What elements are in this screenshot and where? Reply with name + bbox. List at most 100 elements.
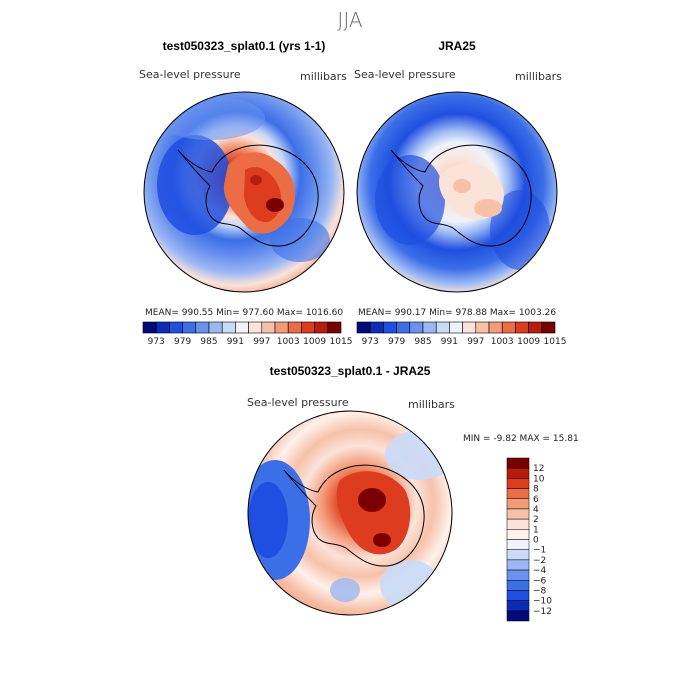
colorbar-swatch: [301, 321, 315, 334]
colorbar-swatch: [462, 321, 477, 334]
colorbar-swatch: [515, 321, 529, 334]
obs-colorbar: 973 979 985 991 997 1003 1009 1015: [356, 321, 567, 347]
colorbar-swatch: [142, 321, 157, 334]
model-variable-label: Sea-level pressure: [139, 68, 241, 81]
colorbar-swatch: [169, 321, 183, 334]
colorbar-swatch: [435, 321, 450, 334]
colorbar-swatch: [383, 321, 397, 334]
colorbar-swatch: [506, 590, 530, 601]
colorbar-tick-label: 1009: [303, 337, 326, 347]
colorbar-swatch: [541, 321, 556, 334]
colorbar-tick-label: −1: [533, 546, 546, 556]
diff-map-border: [247, 410, 453, 616]
colorbar-swatch: [422, 321, 437, 334]
colorbar-tick-label: 991: [227, 337, 244, 347]
colorbar-swatch: [261, 321, 276, 334]
colorbar-tick-label: 1003: [277, 337, 300, 347]
colorbar-tick-label: 985: [414, 337, 431, 347]
colorbar-tick-label: 8: [533, 485, 539, 495]
diff-stats: MIN = -9.82 MAX = 15.81: [463, 434, 579, 444]
colorbar-swatch: [235, 321, 249, 334]
obs-variable-label: Sea-level pressure: [354, 68, 456, 81]
colorbar-swatch: [506, 478, 530, 489]
diff-panel-title: test050323_splat0.1 - JRA25: [270, 364, 431, 378]
colorbar-swatch: [506, 508, 530, 520]
colorbar-swatch: [369, 321, 384, 334]
obs-map: [357, 92, 557, 292]
model-units-label: millibars: [300, 70, 347, 83]
obs-panel-title: JRA25: [438, 39, 476, 53]
colorbar-tick-label: 1: [533, 525, 539, 535]
colorbar-swatch: [506, 580, 530, 591]
model-stats: MEAN= 990.55 Min= 977.60 Max= 1016.60: [145, 308, 343, 318]
colorbar-swatch: [506, 467, 530, 479]
colorbar-swatch: [528, 321, 543, 334]
colorbar-swatch: [449, 321, 463, 334]
colorbar-tick-label: 10: [533, 474, 545, 484]
colorbar-tick-label: 4: [533, 505, 539, 515]
colorbar-tick-label: 997: [253, 337, 270, 347]
obs-map-border: [356, 91, 558, 293]
colorbar-swatch: [506, 539, 530, 550]
colorbar-tick-label: 979: [388, 337, 405, 347]
colorbar-swatch: [506, 457, 530, 469]
colorbar-swatch: [248, 321, 263, 334]
colorbar-swatch: [314, 321, 329, 334]
colorbar-tick-label: 991: [441, 337, 458, 347]
colorbar-tick-label: −8: [533, 586, 547, 596]
colorbar-tick-label: 0: [533, 536, 539, 546]
colorbar-tick-label: −6: [533, 576, 547, 586]
colorbar-tick-label: −12: [533, 607, 552, 617]
colorbar-swatch: [274, 321, 289, 334]
colorbar-swatch: [475, 321, 490, 334]
colorbar-tick-label: 1009: [517, 337, 540, 347]
colorbar-swatch: [208, 321, 223, 334]
colorbar-swatch: [221, 321, 236, 334]
colorbar-swatch: [155, 321, 170, 334]
diff-units-label: millibars: [408, 398, 455, 411]
obs-stats: MEAN= 990.17 Min= 978.88 Max= 1003.26: [358, 308, 556, 318]
colorbar-tick-label: 1003: [491, 337, 514, 347]
model-map: [144, 92, 344, 292]
colorbar-swatch: [488, 321, 503, 334]
colorbar-swatch: [506, 498, 530, 510]
model-panel-title: test050323_splat0.1 (yrs 1-1): [163, 39, 326, 53]
colorbar-swatch: [501, 321, 516, 334]
colorbar-swatch: [506, 559, 530, 571]
colorbar-swatch: [409, 321, 424, 334]
diff-variable-label: Sea-level pressure: [247, 396, 349, 409]
model-colorbar: 973 979 985 991 997 1003 1009 1015: [142, 321, 353, 347]
colorbar-tick-label: 997: [467, 337, 484, 347]
diff-antarctica-coastline: [283, 464, 425, 567]
colorbar-tick-label: 973: [148, 337, 165, 347]
colorbar-tick-label: 1015: [544, 337, 567, 347]
colorbar-tick-label: 12: [533, 464, 544, 474]
colorbar-swatch: [506, 529, 530, 540]
colorbar-swatch: [287, 321, 302, 334]
colorbar-tick-label: 2: [533, 515, 539, 525]
colorbar-tick-label: −4: [533, 566, 547, 576]
colorbar-swatch: [327, 321, 342, 334]
colorbar-swatch: [506, 518, 530, 530]
colorbar-swatch: [182, 321, 197, 334]
colorbar-tick-label: −10: [533, 597, 552, 607]
colorbar-swatch: [506, 549, 530, 561]
diff-map: [248, 411, 452, 615]
colorbar-swatch: [506, 610, 530, 622]
colorbar-tick-label: −2: [533, 556, 546, 566]
colorbar-swatch: [506, 488, 530, 499]
obs-antarctica-coastline: [390, 144, 532, 247]
colorbar-swatch: [506, 569, 530, 581]
obs-units-label: millibars: [515, 70, 562, 83]
colorbar-swatch: [506, 600, 530, 612]
colorbar-swatch: [396, 321, 411, 334]
colorbar-tick-label: 1015: [330, 337, 353, 347]
model-antarctica-coastline: [177, 144, 319, 247]
colorbar-swatch: [356, 321, 371, 334]
colorbar-tick-label: 973: [362, 337, 379, 347]
colorbar-tick-label: 6: [533, 495, 539, 505]
model-map-border: [143, 91, 345, 293]
colorbar-tick-label: 985: [200, 337, 217, 347]
